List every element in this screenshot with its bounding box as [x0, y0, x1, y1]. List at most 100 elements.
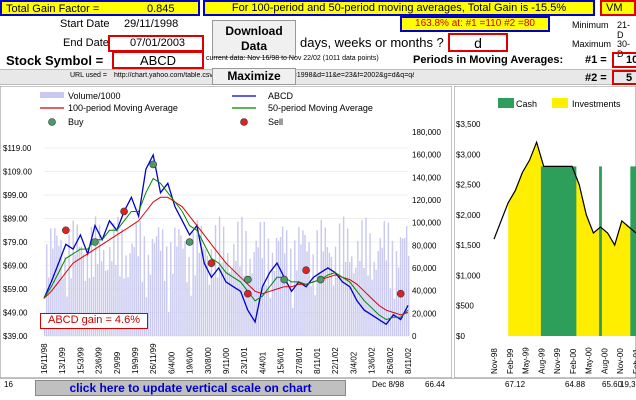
volume-bar — [206, 255, 209, 336]
y-right-tick: 0 — [412, 332, 417, 341]
volume-bar — [351, 256, 353, 336]
volume-bar — [231, 268, 233, 336]
p2-input[interactable]: 5 — [612, 70, 636, 85]
y-right-tick: 80,000 — [412, 241, 437, 250]
y-right-tick: 120,000 — [412, 196, 441, 205]
legend-cash: Cash — [516, 99, 537, 109]
bottom-cell-3: 67.12 — [505, 380, 526, 389]
stock-line — [43, 153, 409, 326]
legend-investments-swatch — [552, 98, 568, 108]
cash-area — [540, 166, 577, 336]
end-date-input[interactable]: 07/01/2003 — [108, 35, 204, 52]
buy-marker — [244, 275, 252, 284]
volume-bar — [359, 261, 361, 336]
volume-bar — [363, 267, 365, 336]
y-left-tick: $79.00 — [3, 238, 28, 247]
volume-bar — [70, 278, 72, 336]
period-input[interactable]: d — [448, 33, 508, 52]
best-result: 163.8% at: #1 =110 #2 =80 — [400, 16, 550, 32]
download-data-button[interactable]: Download Data — [212, 20, 296, 58]
volume-bar — [115, 265, 117, 336]
legend-investments: Investments — [572, 99, 621, 109]
volume-bar — [296, 270, 298, 336]
end-date-label: End Date — [63, 37, 109, 49]
volume-bar — [401, 238, 404, 336]
volume-bar — [267, 238, 270, 336]
volume-bar — [235, 261, 237, 336]
volume-bar — [391, 240, 394, 336]
symbol-label: Stock Symbol = — [6, 53, 104, 68]
equity-chart: Cash Investments $3,500 $3,000 $2,500 $2,000… — [454, 86, 636, 378]
period-prompt: days, weeks or months ? — [300, 35, 444, 50]
eq-y-tick: $3,000 — [456, 150, 481, 159]
volume-bar — [184, 241, 186, 336]
update-scale-button[interactable]: click here to update vertical scale on c… — [35, 380, 346, 396]
volume-bar — [198, 252, 200, 336]
volume-bar — [102, 249, 105, 336]
volume-bar — [180, 235, 182, 336]
volume-bar — [387, 222, 390, 336]
volume-bar — [229, 272, 231, 336]
volume-bar — [186, 282, 188, 336]
volume-bar — [125, 255, 127, 336]
volume-bar — [344, 261, 347, 336]
volume-bar — [178, 229, 180, 336]
symbol-input[interactable]: ABCD — [112, 51, 204, 69]
bottom-cell-5: 65.60 — [602, 380, 623, 389]
update-scale-label: click here to update vertical scale on c… — [69, 381, 312, 395]
volume-bar — [255, 240, 257, 336]
volume-bar — [151, 238, 154, 336]
volume-bar — [273, 271, 276, 336]
eq-y-tick: $0 — [456, 332, 465, 341]
volume-bar — [200, 225, 202, 336]
eq-x-tick: Nov-99 — [553, 348, 562, 374]
volume-bar — [159, 250, 162, 336]
volume-bar — [188, 257, 190, 336]
volume-bar — [310, 286, 312, 336]
y-right-tick: 140,000 — [412, 173, 441, 182]
eq-x-tick: May-00 — [585, 347, 594, 374]
volume-bar — [316, 230, 318, 336]
volume-bar — [54, 228, 56, 336]
volume-bar — [157, 227, 160, 336]
vm-text: VM — [606, 2, 623, 14]
buy-marker — [316, 275, 325, 284]
eq-x-tick: Feb-00 — [569, 348, 578, 374]
gain-annotation: ABCD gain = 4.6% — [40, 313, 148, 329]
x-tick: 23/6/99 — [95, 347, 104, 374]
volume-bar — [237, 221, 239, 336]
legend-sell-marker — [240, 118, 248, 126]
ma100-line — [43, 196, 409, 316]
p1-label: #1 = — [585, 54, 607, 66]
x-tick: 9/11/00 — [222, 347, 231, 374]
volume-bar — [399, 237, 402, 336]
p1-input[interactable]: 10 — [612, 52, 636, 68]
bottom-cell-6: 19,33 — [620, 380, 636, 389]
start-date-value[interactable]: 29/11/1998 — [124, 18, 179, 30]
sell-marker — [302, 266, 310, 274]
volume-bar — [78, 246, 80, 336]
x-tick: 15/3/99 — [76, 347, 85, 374]
y-left-tick: $99.00 — [3, 191, 28, 200]
equity-line — [493, 140, 636, 247]
volume-bar — [170, 242, 172, 336]
x-tick: 2/9/99 — [113, 351, 122, 374]
volume-bar — [135, 223, 137, 336]
x-tick: 8/11/02 — [404, 347, 413, 374]
eq-x-tick: Nov-00 — [616, 348, 625, 374]
volume-bar — [161, 229, 164, 336]
y-right-tick: 60,000 — [412, 264, 437, 273]
y-right-tick: 40,000 — [412, 287, 437, 296]
y-left-tick: $49.00 — [3, 309, 28, 318]
legend-buy-marker — [48, 118, 56, 126]
legend-sell: Sell — [268, 117, 283, 127]
start-date-label: Start Date — [60, 18, 110, 30]
eq-y-tick: $1,500 — [456, 241, 481, 250]
legend-ma100: 100-period Moving Average — [68, 103, 178, 113]
maximize-button[interactable]: Maximize — [212, 68, 296, 85]
volume-bar — [381, 247, 383, 336]
volume-bar — [322, 251, 324, 336]
volume-bar — [269, 297, 272, 336]
sell-marker — [244, 289, 252, 298]
minimum-label: Minimum — [572, 20, 609, 30]
